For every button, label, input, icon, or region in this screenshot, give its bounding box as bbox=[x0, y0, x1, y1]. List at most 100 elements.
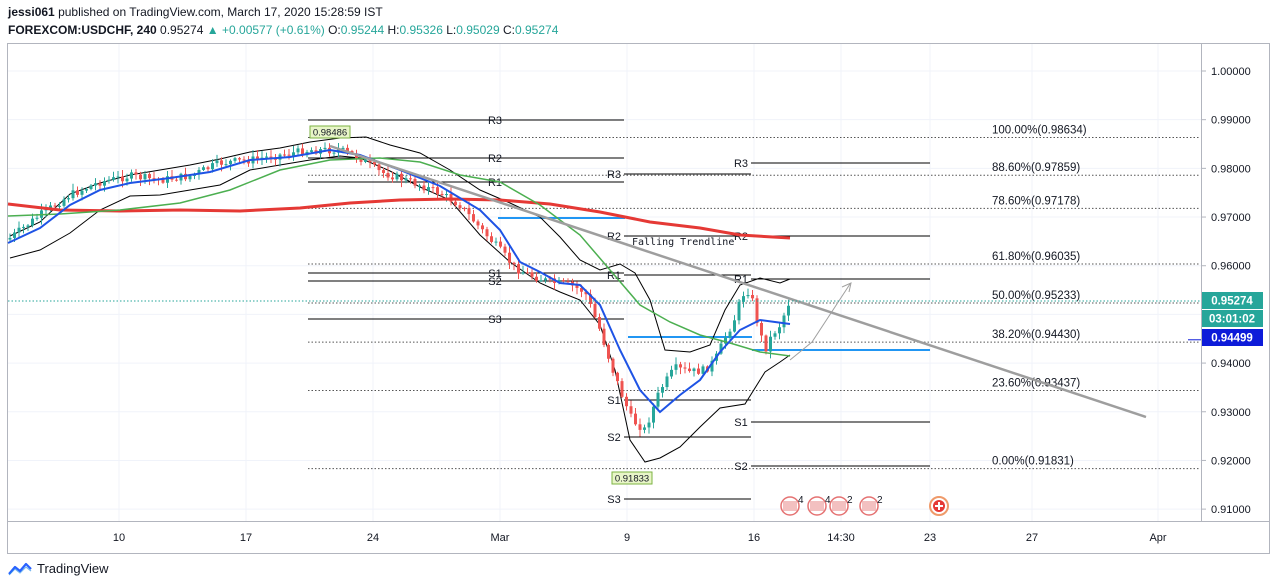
price-tag-box bbox=[1202, 329, 1263, 346]
flag-stripes bbox=[832, 501, 846, 511]
candle-body bbox=[782, 315, 786, 328]
lower-band bbox=[9, 155, 791, 463]
tradingview-footer[interactable]: TradingView bbox=[8, 561, 109, 576]
grid bbox=[8, 44, 1201, 521]
candle-body bbox=[629, 406, 633, 414]
candle-body bbox=[463, 208, 466, 210]
candle-body bbox=[670, 369, 673, 377]
y-tick-label: 0.94000 bbox=[1211, 358, 1251, 370]
candle-body bbox=[652, 406, 655, 423]
candle-body bbox=[674, 364, 678, 370]
candle-body bbox=[697, 368, 700, 374]
pivot-label: S1 bbox=[607, 395, 620, 407]
candle-body bbox=[130, 172, 133, 179]
candle-body bbox=[292, 152, 295, 156]
candle-body bbox=[737, 301, 741, 321]
y-tick-label: 0.93000 bbox=[1211, 407, 1251, 419]
candle-body bbox=[373, 162, 376, 165]
ohlc-legend: FOREXCOM:USDCHF, 240 0.95274 ▲ +0.00577 … bbox=[8, 23, 558, 37]
fib-level-label: 38.20%(0.94430) bbox=[992, 329, 1080, 341]
candle-body bbox=[85, 189, 88, 191]
candle-body bbox=[548, 278, 552, 280]
candle-body bbox=[625, 396, 628, 407]
flag-us-icon bbox=[859, 496, 879, 516]
candle-body bbox=[161, 179, 165, 183]
candle-body bbox=[283, 154, 286, 156]
x-tick-label: Apr bbox=[1149, 532, 1166, 544]
candle-body bbox=[458, 205, 462, 209]
candle-body bbox=[238, 158, 241, 160]
candle-body bbox=[274, 158, 277, 160]
candle-body bbox=[530, 272, 534, 277]
candle-body bbox=[310, 150, 313, 152]
upper-band bbox=[9, 136, 791, 353]
candle-body bbox=[188, 175, 192, 180]
candle-body bbox=[746, 294, 750, 297]
price-axis[interactable]: 1.000000.990000.980000.970000.960000.950… bbox=[1201, 66, 1251, 516]
price-tag-label: 0.95274 bbox=[1211, 296, 1253, 308]
candle-body bbox=[377, 164, 381, 171]
candle-body bbox=[490, 236, 493, 242]
candle-body bbox=[368, 159, 372, 163]
x-tick-label: 16 bbox=[748, 532, 760, 544]
candle-body bbox=[382, 170, 385, 173]
pivot-label: R3 bbox=[488, 115, 502, 127]
candle-body bbox=[400, 173, 403, 181]
economic-events[interactable]: 4 4 2 2 bbox=[780, 495, 949, 516]
drawings[interactable]: Falling Trendline 0.98486 0.91833 bbox=[309, 125, 1147, 485]
fibonacci-retracement[interactable]: 100.00%(0.98634) 88.60%(0.97859) 78.60%(0.… bbox=[308, 124, 1200, 470]
candle-body bbox=[467, 208, 471, 215]
price-tag-box bbox=[1202, 310, 1263, 327]
x-tick-label: 17 bbox=[240, 532, 252, 544]
candle-body bbox=[26, 225, 30, 227]
x-tick-label: 27 bbox=[1026, 532, 1038, 544]
candle-body bbox=[287, 154, 291, 156]
candle-body bbox=[125, 178, 129, 182]
candle-body bbox=[688, 368, 691, 372]
pivot-label: S2 bbox=[607, 432, 620, 444]
bollinger-bands bbox=[9, 136, 791, 463]
fib-level-label: 78.60%(0.97178) bbox=[992, 195, 1080, 207]
candle-body bbox=[296, 148, 300, 153]
candle-body bbox=[454, 201, 457, 206]
candle-body bbox=[409, 178, 412, 180]
candle-body bbox=[580, 287, 583, 292]
low-label: L: bbox=[446, 23, 457, 37]
candle-body bbox=[742, 296, 745, 302]
candle-body bbox=[247, 160, 250, 164]
candle-body bbox=[508, 252, 511, 263]
extreme-price-box bbox=[611, 471, 653, 485]
candle-body bbox=[431, 187, 435, 189]
candle-body bbox=[80, 190, 84, 195]
candle-body bbox=[517, 264, 520, 274]
candle-body bbox=[719, 343, 723, 354]
time-axis[interactable]: 10 17 24 Mar 9 16 14:30 23 27 Apr bbox=[113, 532, 1167, 544]
price-tag-label: 0.94499 bbox=[1211, 333, 1253, 345]
fib-level-label: 61.80%(0.96035) bbox=[992, 251, 1080, 263]
open-value: 0.95244 bbox=[340, 23, 385, 37]
author-name[interactable]: jessi061 bbox=[8, 5, 55, 19]
price-tags: 0.95274 03:01:02 0.94499 bbox=[8, 292, 1263, 346]
moving-averages bbox=[7, 148, 791, 414]
candle-body bbox=[422, 185, 426, 191]
price-tag-box bbox=[1202, 292, 1263, 309]
flag-us-icon bbox=[829, 496, 849, 516]
y-tick-label: 0.99000 bbox=[1211, 115, 1251, 127]
candle-body bbox=[224, 164, 228, 166]
x-tick-label: 24 bbox=[367, 532, 379, 544]
candle-body bbox=[175, 179, 178, 181]
pivot-label: S2 bbox=[488, 276, 501, 288]
candle-body bbox=[49, 205, 52, 208]
candle-body bbox=[539, 280, 543, 282]
candle-body bbox=[679, 364, 682, 368]
trendline-label: Falling Trendline bbox=[632, 237, 734, 248]
candle-body bbox=[760, 323, 763, 336]
candle-body bbox=[526, 272, 529, 274]
extreme-price-label: 0.91833 bbox=[615, 474, 649, 485]
candle-body bbox=[724, 337, 727, 344]
candle-body bbox=[656, 392, 660, 407]
candle-body bbox=[733, 320, 736, 332]
candle-body bbox=[139, 174, 142, 180]
